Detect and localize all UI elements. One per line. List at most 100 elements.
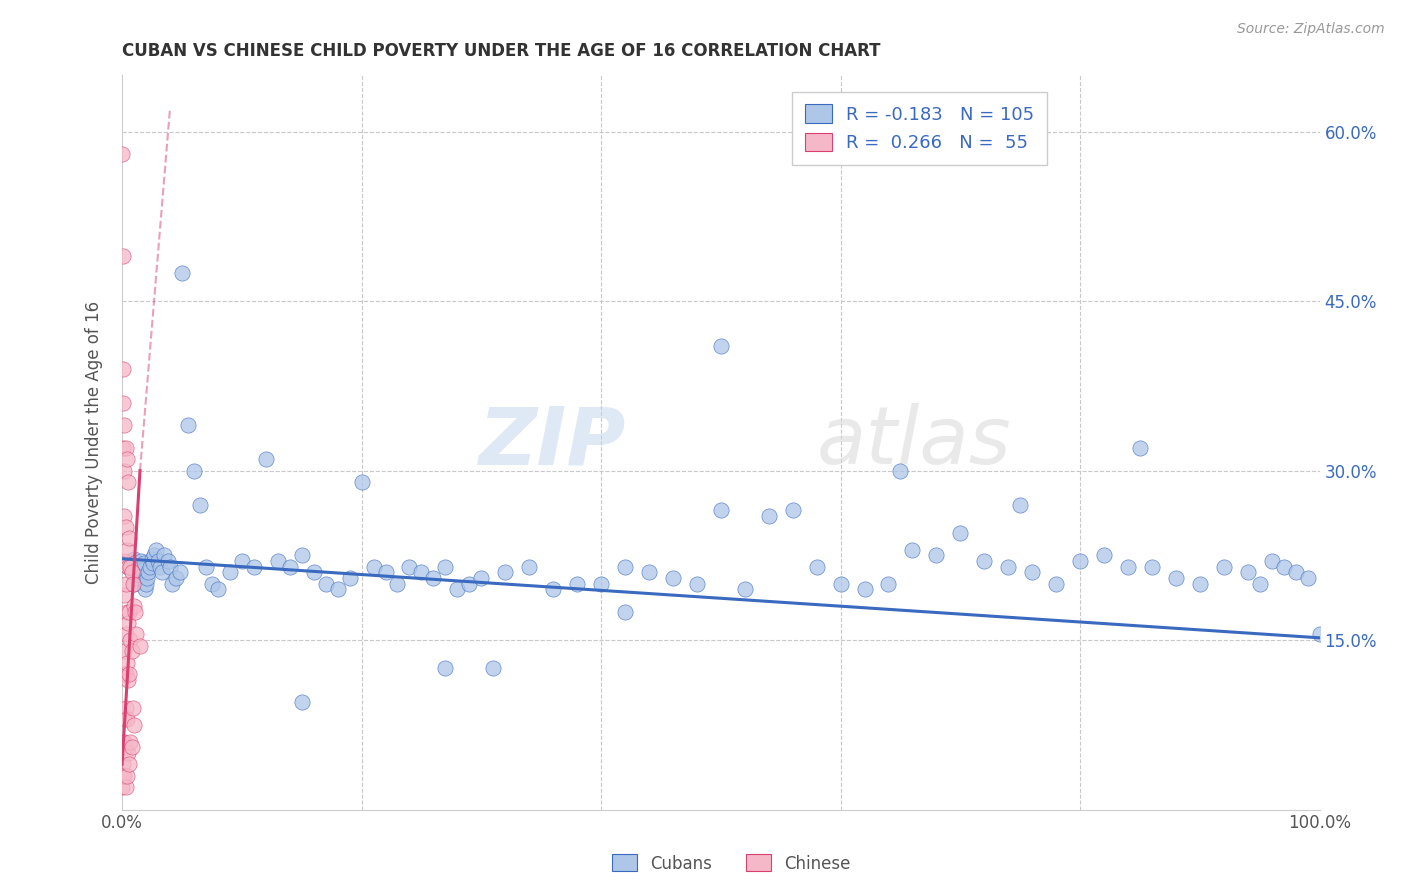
Point [302, 566, 325, 580]
Point [115, 769, 138, 783]
Point [121, 576, 143, 591]
Point [1249, 576, 1271, 591]
Point [218, 566, 240, 580]
Point [124, 605, 146, 619]
Point [114, 441, 136, 455]
Legend: R = -0.183   N = 105, R =  0.266   N =  55: R = -0.183 N = 105, R = 0.266 N = 55 [792, 92, 1047, 165]
Point [1021, 566, 1043, 580]
Point [877, 576, 900, 591]
Point [145, 542, 167, 557]
Point [1284, 566, 1306, 580]
Point [363, 559, 385, 574]
Point [117, 746, 139, 760]
Point [112, 396, 135, 410]
Point [121, 566, 143, 580]
Point [710, 503, 733, 517]
Point [117, 559, 139, 574]
Point [291, 695, 314, 709]
Point [589, 576, 612, 591]
Point [470, 571, 492, 585]
Point [127, 566, 149, 580]
Point [997, 559, 1019, 574]
Point [162, 576, 184, 591]
Point [114, 508, 136, 523]
Point [1045, 576, 1067, 591]
Point [806, 559, 828, 574]
Point [114, 780, 136, 794]
Point [315, 576, 337, 591]
Point [434, 559, 457, 574]
Point [830, 576, 852, 591]
Point [112, 769, 135, 783]
Point [901, 542, 924, 557]
Point [1260, 554, 1282, 568]
Point [121, 556, 143, 570]
Point [114, 520, 136, 534]
Point [1164, 571, 1187, 585]
Point [1309, 627, 1331, 641]
Point [398, 559, 420, 574]
Point [1212, 559, 1234, 574]
Point [201, 576, 224, 591]
Point [122, 576, 145, 591]
Point [231, 554, 253, 568]
Point [112, 441, 135, 455]
Point [153, 549, 176, 563]
Point [242, 559, 264, 574]
Point [114, 418, 136, 433]
Point [115, 452, 138, 467]
Point [112, 757, 135, 772]
Point [422, 571, 444, 585]
Point [115, 656, 138, 670]
Point [142, 556, 165, 570]
Point [973, 554, 995, 568]
Point [121, 701, 143, 715]
Point [434, 661, 457, 675]
Point [853, 582, 876, 597]
Point [115, 605, 138, 619]
Point [114, 576, 136, 591]
Point [114, 769, 136, 783]
Point [111, 780, 134, 794]
Point [114, 735, 136, 749]
Point [1236, 566, 1258, 580]
Point [387, 576, 409, 591]
Point [517, 559, 540, 574]
Point [129, 559, 152, 574]
Point [115, 712, 138, 726]
Point [114, 701, 136, 715]
Point [1272, 559, 1295, 574]
Point [136, 571, 159, 585]
Point [165, 571, 187, 585]
Point [118, 757, 141, 772]
Point [125, 627, 148, 641]
Point [339, 571, 361, 585]
Point [374, 566, 396, 580]
Point [159, 559, 181, 574]
Point [141, 551, 163, 566]
Point [1188, 576, 1211, 591]
Point [662, 571, 685, 585]
Point [170, 266, 193, 280]
Point [131, 563, 153, 577]
Point [129, 639, 152, 653]
Point [326, 582, 349, 597]
Point [1140, 559, 1163, 574]
Point [188, 498, 211, 512]
Point [614, 559, 637, 574]
Text: Source: ZipAtlas.com: Source: ZipAtlas.com [1237, 22, 1385, 37]
Point [494, 566, 516, 580]
Point [194, 559, 217, 574]
Point [121, 740, 143, 755]
Point [925, 549, 948, 563]
Text: ZIP: ZIP [478, 403, 626, 482]
Point [411, 566, 433, 580]
Point [138, 566, 160, 580]
Point [482, 661, 505, 675]
Point [117, 616, 139, 631]
Point [120, 735, 142, 749]
Point [125, 571, 148, 585]
Point [169, 566, 191, 580]
Point [150, 566, 173, 580]
Point [117, 673, 139, 687]
